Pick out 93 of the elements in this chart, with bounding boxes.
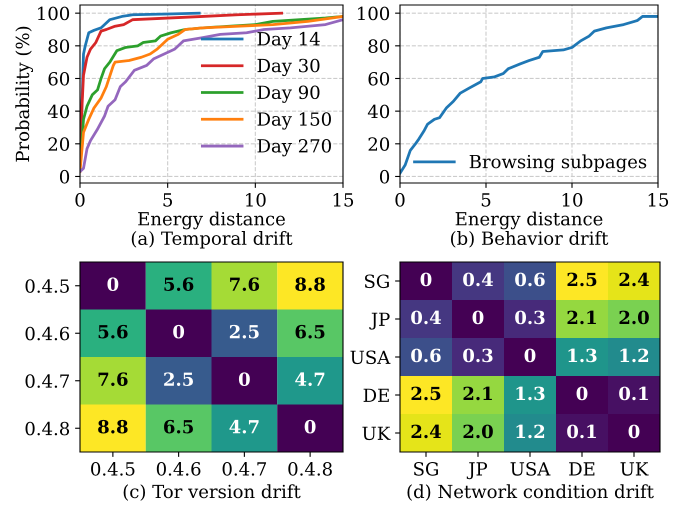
data-label: 8.8 [98, 420, 128, 434]
data-label: 1.3 [516, 386, 545, 400]
y-tick-label: 80 [368, 39, 390, 53]
x-tick-label: 0.4.6 [156, 462, 200, 476]
data-label: 0.4 [411, 310, 441, 324]
y-tick-label: DE [364, 388, 389, 402]
legend-label: Browsing subpages [470, 154, 646, 172]
x-tick-label: JP [466, 462, 488, 480]
x-tick-label: 0 [395, 193, 405, 207]
y-tick-label: 0 [60, 170, 70, 184]
data-label: 0 [304, 420, 316, 434]
data-label: 4.7 [295, 372, 324, 386]
data-label: 1.3 [568, 348, 597, 362]
data-label: 1.2 [516, 424, 544, 438]
data-label: 7.6 [98, 372, 128, 386]
legend-label: Day 270 [258, 138, 331, 156]
x-tick-label: 10 [562, 193, 582, 207]
line-series [400, 15, 658, 175]
legend-label: Day 30 [258, 58, 320, 76]
x-tick-label: 10 [246, 193, 266, 207]
text: (b) Behavior drift [451, 231, 608, 248]
data-label: 0 [472, 310, 484, 324]
data-label: 2.4 [620, 272, 649, 286]
x-tick-label: 15 [648, 193, 668, 207]
legend-label: Day 150 [258, 112, 331, 130]
text: (a) Temporal drift [132, 231, 292, 249]
y-tick-label: 60 [48, 72, 70, 86]
y-tick-label: JP [369, 312, 390, 330]
x-axis-title: Energy distance [456, 212, 602, 230]
data-label: 0.6 [411, 348, 441, 362]
y-tick-label: 20 [48, 137, 70, 151]
data-label: 0 [524, 348, 536, 362]
x-tick-label: 15 [334, 193, 354, 207]
y-tick-label: 0.4.8 [26, 422, 70, 436]
x-axis-title: Energy distance [138, 212, 285, 230]
data-label: 5.6 [98, 324, 128, 338]
y-tick-label: 80 [48, 39, 70, 53]
data-label: 0.1 [567, 424, 596, 438]
y-tick-label: 0.4.5 [26, 279, 69, 293]
y-tick-label: 0.4.7 [26, 374, 69, 388]
x-tick-label: UK [620, 462, 649, 476]
y-tick-label: 60 [368, 72, 390, 86]
data-label: 6.5 [296, 324, 324, 338]
y-axis-title: Probability (%) [15, 26, 34, 162]
data-label: 0 [173, 324, 184, 338]
data-label: 2.4 [412, 424, 441, 438]
data-label: 1.2 [620, 348, 648, 362]
data-label: 2.1 [568, 310, 596, 324]
data-label: 7.6 [230, 277, 260, 291]
data-label: 0 [238, 372, 250, 386]
data-label: 6.5 [164, 420, 193, 434]
data-label: 0.4 [463, 272, 493, 286]
legend-label: Day 14 [258, 32, 320, 50]
y-tick-label: 20 [368, 137, 390, 151]
x-tick-label: 0.4.7 [222, 462, 266, 476]
data-label: 0 [576, 386, 588, 400]
data-label: 2.5 [164, 372, 193, 386]
data-label: 2.5 [412, 386, 440, 400]
y-tick-label: 100 [38, 6, 70, 20]
data-label: 2.0 [620, 310, 649, 324]
y-tick-label: 40 [368, 104, 390, 118]
data-label: 2.5 [568, 272, 596, 286]
data-label: 0.3 [515, 310, 545, 324]
y-tick-label: 40 [48, 104, 70, 118]
data-label: 2.5 [230, 324, 259, 338]
data-label: 0.1 [619, 386, 648, 400]
y-tick-label: 0.4.6 [26, 326, 70, 340]
x-tick-label: USA [510, 462, 550, 476]
data-label: 0 [628, 424, 640, 438]
y-tick-label: UK [362, 426, 391, 440]
x-tick-label: SG [414, 462, 438, 476]
x-tick-label: 5 [482, 193, 490, 207]
text: (d) Network condition drift [407, 484, 654, 501]
x-tick-label: 0.4.8 [288, 462, 332, 476]
x-tick-label: 0 [75, 193, 85, 207]
data-label: 0.3 [463, 348, 493, 362]
data-label: 8.8 [295, 277, 325, 291]
data-label: 4.7 [229, 420, 259, 434]
y-tick-label: 100 [358, 6, 390, 20]
y-tick-label: USA [350, 350, 390, 364]
y-tick-label: 0 [380, 170, 390, 184]
data-label: 0 [420, 272, 432, 286]
x-tick-label: 0.4.5 [91, 462, 134, 476]
x-tick-label: DE [569, 462, 594, 476]
legend-label: Day 90 [258, 85, 320, 103]
data-label: 5.6 [164, 277, 194, 291]
x-tick-label: 5 [163, 193, 172, 207]
y-tick-label: SG [365, 274, 389, 288]
data-label: 0.6 [515, 272, 545, 286]
text: (c) Tor version drift [124, 484, 301, 501]
data-label: 0 [107, 277, 118, 291]
data-label: 2.1 [464, 386, 492, 400]
data-label: 2.0 [464, 424, 493, 438]
